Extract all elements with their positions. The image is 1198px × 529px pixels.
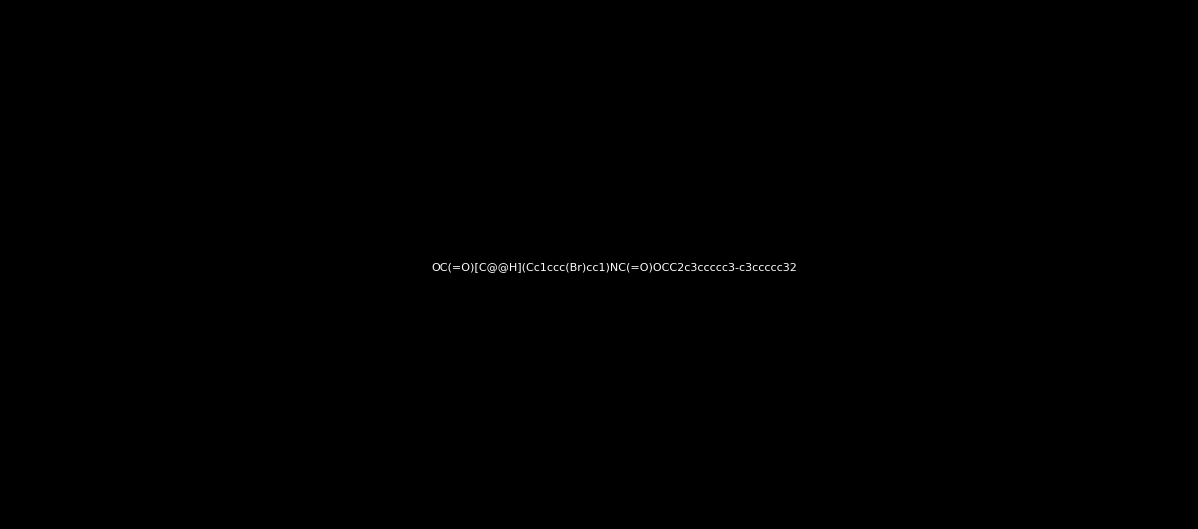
Text: OC(=O)[C@@H](Cc1ccc(Br)cc1)NC(=O)OCC2c3ccccc3-c3ccccc32: OC(=O)[C@@H](Cc1ccc(Br)cc1)NC(=O)OCC2c3c… xyxy=(431,262,797,272)
